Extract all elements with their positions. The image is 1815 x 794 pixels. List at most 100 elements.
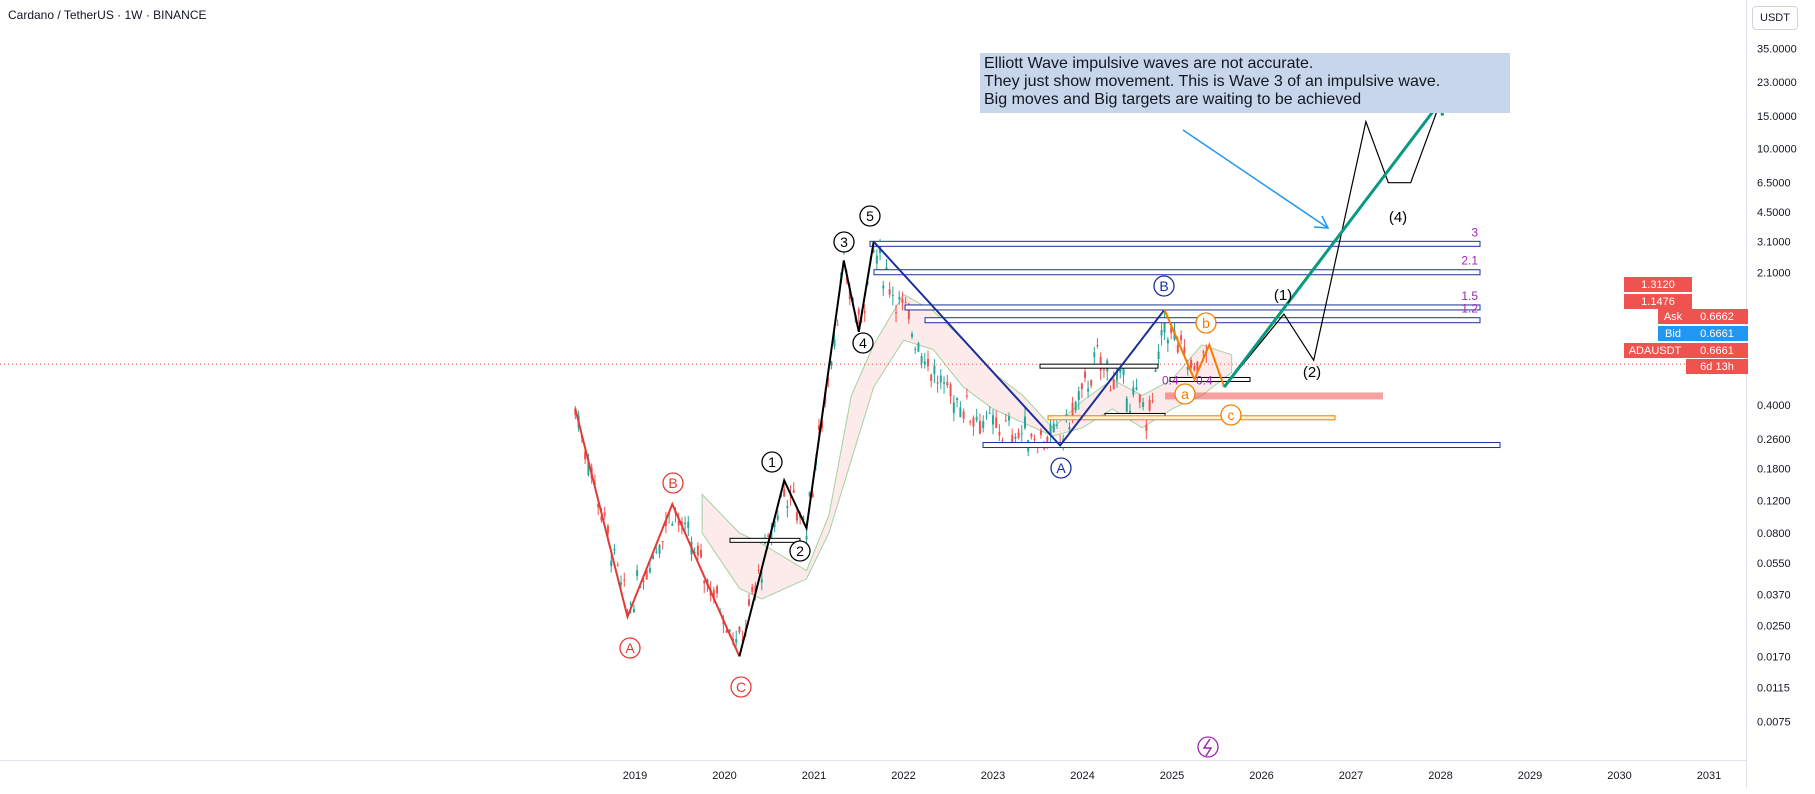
ask-value: 0.6662 [1686, 309, 1748, 324]
wave-label-orange-a: a [1181, 386, 1189, 402]
price-tick-label: 0.4000 [1757, 400, 1791, 412]
candle-body [606, 525, 609, 534]
candle-body [914, 349, 917, 351]
candle-body [907, 306, 910, 320]
wave-line-2 [872, 241, 1166, 448]
candle-body [655, 551, 658, 553]
fib-level-label: 3 [1471, 225, 1478, 239]
candle-body [728, 629, 731, 632]
fib-level-box [982, 442, 1501, 449]
candle-body [927, 359, 930, 367]
candle-body [830, 361, 833, 366]
candle-body [610, 560, 613, 567]
projection-wave-label: (2) [1303, 364, 1321, 381]
candle-body [757, 569, 760, 571]
candle-body [700, 549, 703, 558]
candle-body [939, 375, 942, 383]
candle-body [1052, 423, 1055, 433]
price-tick-label: 6.5000 [1757, 178, 1791, 190]
price-tick-label: 0.1200 [1757, 496, 1791, 508]
wave-label-3: 3 [840, 234, 848, 250]
price-tick-label: 35.0000 [1757, 44, 1797, 56]
candle-body [898, 297, 901, 300]
candle-body [949, 384, 952, 397]
candle-body [933, 365, 936, 375]
candle-body [1083, 371, 1086, 378]
candle-body [1180, 335, 1183, 341]
candle-body [597, 504, 600, 508]
fib-level-box [873, 269, 1481, 276]
candle-body [917, 343, 920, 352]
candle-body [1087, 388, 1090, 392]
price-tick-label: 0.0115 [1757, 683, 1790, 695]
candle-body [642, 580, 645, 582]
chart-plot-area[interactable]: 32.11.51.20.40.4ABC12345ABabc(1)(2)(3)(4… [0, 0, 1746, 760]
candle-body [936, 382, 939, 384]
candle-body [584, 451, 587, 460]
candle-body [930, 374, 933, 381]
support-box [1169, 376, 1251, 382]
candle-body [658, 544, 661, 555]
candle-body [671, 523, 674, 526]
candle-body [1135, 387, 1138, 390]
candle-body [748, 599, 751, 606]
candle-body [882, 285, 885, 289]
candle-body [1160, 329, 1163, 336]
small-fib-label: 0.4 [1196, 373, 1213, 387]
wave-label-1-circle [761, 451, 783, 473]
wave-label-2-circle [789, 540, 811, 562]
time-axis[interactable]: 2019 2020 2021 2022 2023 2024 2025 2026 2027 2028… [0, 760, 1746, 789]
support-box [729, 537, 801, 543]
price-tick-label: 15.0000 [1757, 111, 1797, 123]
candle-body [751, 586, 754, 592]
time-axis-ticks: 2019 2020 2021 2022 2023 2024 2025 2026 2027 2028… [623, 770, 1721, 782]
price-tick-label: 0.2600 [1757, 434, 1791, 446]
wave-line-4 [1223, 101, 1442, 388]
price-axis[interactable]: 35.0000 23.0000 15.0000 10.0000 6.5000 4.5000… [1746, 0, 1815, 788]
candle-body [833, 339, 836, 347]
candle-body [962, 411, 965, 419]
candle-body [754, 585, 757, 593]
time-tick-label: 2027 [1339, 770, 1363, 782]
time-tick-label: 2031 [1697, 770, 1721, 782]
candle-body [735, 639, 738, 643]
candle-body [875, 255, 878, 264]
candle-body [895, 312, 898, 314]
small-fib-label: 0.4 [1162, 373, 1179, 387]
candle-body [1074, 401, 1077, 411]
candle-body [836, 324, 839, 326]
candle-body [677, 520, 680, 526]
candle-body [885, 267, 888, 270]
candle-body [620, 582, 623, 585]
annotation-text-box[interactable]: Elliott Wave impulsive waves are not acc… [980, 53, 1510, 113]
candle-body [776, 515, 779, 520]
candle-body [805, 536, 808, 540]
candle-body [1122, 367, 1125, 376]
candle-body [857, 309, 860, 315]
red-zone [1165, 392, 1383, 400]
candle-body [645, 569, 648, 580]
candle-body [1129, 410, 1132, 414]
candle-body [888, 289, 891, 295]
candle-body [716, 586, 719, 594]
wave-label-1: 1 [768, 454, 776, 470]
candle-body [792, 490, 795, 493]
wave-label-blue-a-circle [1050, 457, 1072, 479]
wave-label-4-circle [852, 332, 874, 354]
candle-body [738, 626, 741, 633]
price-tick-label: 4.5000 [1757, 207, 1791, 219]
currency-button[interactable]: USDT [1752, 6, 1798, 30]
candle-body [952, 402, 955, 414]
candle-body [988, 412, 991, 414]
candle-body [943, 382, 946, 384]
candle-body [1039, 430, 1042, 435]
symbol-label: ADAUSDT [1624, 343, 1686, 358]
fib-level-label: 1.2 [1461, 302, 1478, 316]
candle-body [978, 420, 981, 434]
price-tick-label: 3.1000 [1757, 237, 1791, 249]
wave-label-2: 2 [796, 543, 804, 559]
wave-label-red-c: C [736, 679, 746, 695]
time-tick-label: 2020 [712, 770, 736, 782]
candle-body [1077, 391, 1080, 401]
price-badge-low-high: 1.1476 [1624, 294, 1692, 309]
